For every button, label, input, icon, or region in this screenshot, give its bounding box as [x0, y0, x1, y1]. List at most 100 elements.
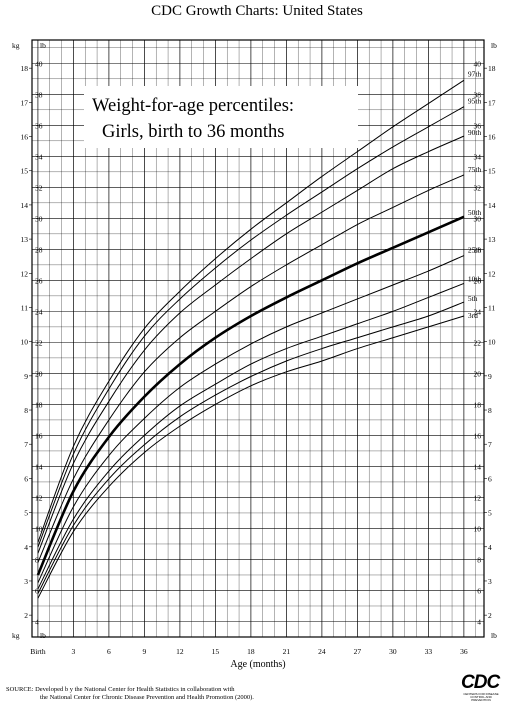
- lb-tick-label-left: 28: [35, 245, 43, 254]
- kg-tick-label-right: 7: [488, 440, 492, 449]
- title-box: [84, 86, 358, 148]
- lb-tick-label-right: 38: [474, 90, 482, 99]
- x-tick-label: 12: [176, 647, 184, 656]
- x-tick-label: 21: [283, 647, 291, 656]
- lb-tick-label-right: 16: [474, 431, 482, 440]
- plot-frame: [31, 39, 485, 638]
- lb-tick-label-left: 30: [35, 214, 43, 223]
- cdc-logo-subtext: CENTERS FOR DISEASE CONTROL AND PREVENTI…: [463, 692, 499, 702]
- kg-tick-label-right: 9: [488, 372, 492, 381]
- x-tick-label: 24: [318, 647, 326, 656]
- kg-tick-label-left: 9: [24, 372, 28, 381]
- lb-tick-label-left: 32: [35, 183, 43, 192]
- kg-tick-label-right: 14: [488, 201, 496, 210]
- kg-tick-label-right: 11: [488, 303, 495, 312]
- lb-tick-label-left: 14: [35, 462, 43, 471]
- x-tick-label: 30: [389, 647, 397, 656]
- kg-tick-label-left: 3: [24, 577, 28, 586]
- kg-tick-label-left: 13: [21, 235, 29, 244]
- kg-unit-bottom-left: kg: [12, 631, 20, 640]
- lb-tick-label-left: 36: [35, 121, 43, 130]
- lb-tick-label-left: 20: [35, 369, 43, 378]
- lb-unit-bottom-right: lb: [491, 631, 497, 640]
- lb-tick-label-right: 12: [474, 493, 482, 502]
- lb-tick-label-left: 8: [35, 555, 39, 564]
- kg-tick-label-left: 16: [21, 133, 29, 142]
- lb-tick-label-right: 14: [474, 462, 482, 471]
- percentile-labels: 97th 95th 90th 75th 50th 25th 10th 5th 3rd: [468, 69, 482, 320]
- lb-tick-label-left: 12: [35, 493, 43, 502]
- kg-tick-label-right: 18: [488, 64, 496, 73]
- lb-tick-label-right: 6: [477, 586, 481, 595]
- lb-tick-label-left: 10: [35, 524, 43, 533]
- lb-tick-label-right: 4: [477, 617, 481, 626]
- percentile-curve-90th: [37, 135, 465, 554]
- kg-tick-label-left: 14: [21, 201, 29, 210]
- percentile-label-75th: 75th: [468, 165, 482, 174]
- kg-tick-label-right: 13: [488, 235, 496, 244]
- x-tick-label: 6: [107, 647, 111, 656]
- kg-unit-top-left: kg: [12, 41, 20, 50]
- lb-tick-label-left: 26: [35, 276, 43, 285]
- x-tick-label: 15: [212, 647, 220, 656]
- lb-tick-label-left: 24: [35, 307, 43, 316]
- lb-unit-top-left: lb: [40, 41, 46, 50]
- x-tick-label: 18: [247, 647, 255, 656]
- lb-tick-label-left: 34: [35, 152, 43, 161]
- percentile-label-90th: 90th: [468, 128, 482, 137]
- lb-tick-label-right: 26: [474, 276, 482, 285]
- lb-tick-label-left: 22: [35, 338, 43, 347]
- x-axis-label: Age (months): [230, 659, 285, 670]
- lb-tick-label-left: 4: [35, 617, 39, 626]
- percentile-curves: [36, 79, 465, 599]
- cdc-logo-text: CDC: [461, 672, 500, 693]
- lb-tick-label-right: 18: [474, 400, 482, 409]
- kg-tick-label-right: 15: [488, 167, 496, 176]
- percentile-label-3rd: 3rd: [468, 311, 478, 320]
- percentile-label-10th: 10th: [468, 274, 482, 283]
- kg-tick-label-left: 15: [21, 167, 29, 176]
- lb-tick-label-right: 8: [477, 555, 481, 564]
- x-tick-label: 33: [425, 647, 433, 656]
- kg-tick-label-right: 3: [488, 577, 492, 586]
- kg-tick-label-right: 5: [488, 509, 492, 518]
- percentile-label-25th: 25th: [468, 246, 482, 255]
- footer-source-line2: the National Center for Chronic Disease …: [40, 694, 254, 701]
- percentile-curve-3rd: [37, 315, 465, 599]
- kg-tick-label-left: 6: [24, 474, 28, 483]
- chart-subtitle: Girls, birth to 36 months: [102, 122, 284, 142]
- lb-tick-label-right: 36: [474, 121, 482, 130]
- lb-tick-label-right: 30: [474, 214, 482, 223]
- lb-tick-label-right: 32: [474, 183, 482, 192]
- x-tick-label: 9: [143, 647, 147, 656]
- kg-tick-label-right: 17: [488, 98, 496, 107]
- lb-tick-label-right: 20: [474, 369, 482, 378]
- kg-tick-label-left: 4: [24, 543, 28, 552]
- kg-tick-label-left: 8: [24, 406, 28, 415]
- percentile-curve-75th: [37, 174, 465, 563]
- x-tick-label: Birth: [30, 647, 46, 656]
- percentile-curve-5th: [37, 301, 465, 594]
- kg-tick-label-right: 6: [488, 474, 492, 483]
- kg-tick-label-right: 12: [488, 269, 496, 278]
- lb-tick-label-right: 10: [474, 524, 482, 533]
- kg-tick-label-left: 7: [24, 440, 28, 449]
- kg-tick-label-right: 4: [488, 543, 492, 552]
- chart-title: Weight-for-age percentiles:: [92, 96, 294, 116]
- kg-tick-label-right: 10: [488, 338, 496, 347]
- lb-tick-label-right: 24: [474, 307, 482, 316]
- x-tick-label: 3: [72, 647, 76, 656]
- kg-tick-label-left: 10: [21, 338, 29, 347]
- page-title: CDC Growth Charts: United States: [151, 3, 363, 19]
- cdc-logo: CDC CENTERS FOR DISEASE CONTROL AND PREV…: [461, 672, 501, 702]
- lb-unit-top-right: lb: [491, 41, 497, 50]
- percentile-label-97th: 97th: [468, 69, 482, 78]
- kg-tick-label-left: 12: [21, 269, 29, 278]
- percentile-label-5th: 5th: [468, 294, 478, 303]
- percentile-label-50th: 50th: [468, 208, 482, 217]
- lb-tick-label-right: 22: [474, 338, 482, 347]
- lb-unit-bottom-left: lb: [40, 631, 46, 640]
- kg-tick-label-left: 18: [21, 64, 29, 73]
- x-tick-label: 36: [460, 647, 468, 656]
